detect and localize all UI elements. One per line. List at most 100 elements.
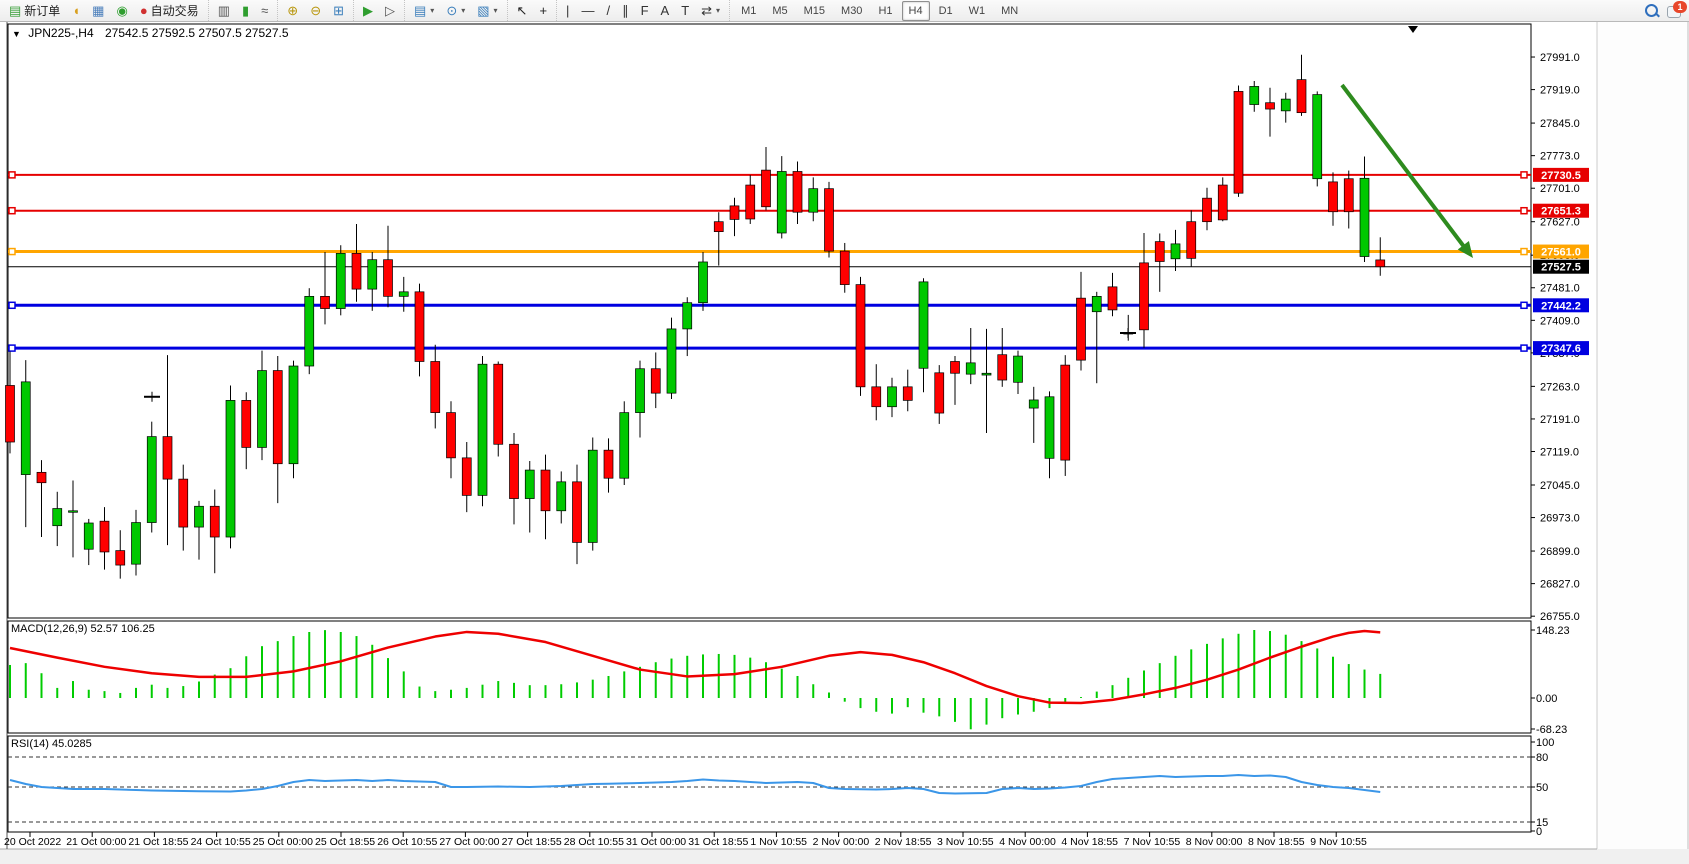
megaphone-icon[interactable]: ◖ — [67, 1, 85, 21]
chevron-down-icon[interactable]: ▾ — [493, 6, 498, 15]
support-line-1-price-box — [1533, 298, 1589, 313]
tf-h4-button-label: H4 — [908, 4, 923, 17]
candle-body — [792, 171, 803, 213]
trend-arrow-head[interactable] — [1457, 241, 1473, 258]
crosshair-icon[interactable]: + — [534, 1, 552, 21]
autotrading-button-label: 自动交易 — [150, 4, 199, 18]
candle-body — [493, 363, 504, 445]
megaphone-icon: ◖ — [72, 3, 81, 18]
candlestick-icon[interactable]: ▮ — [237, 1, 254, 21]
candle-body — [241, 400, 252, 448]
price-tick-label: 27045.0 — [1540, 480, 1580, 492]
candle-body — [272, 370, 283, 465]
candle-body — [997, 354, 1008, 381]
new-chart-icon[interactable]: ▤ ▾ — [409, 1, 439, 21]
chevron-down-icon[interactable]: ▾ — [716, 6, 721, 15]
rsi-indicator-label: RSI(14) 45.0285 — [11, 738, 92, 750]
chevron-down-icon[interactable]: ▾ — [430, 6, 435, 15]
support-line-1-handle[interactable] — [8, 301, 16, 310]
tile-windows-icon: ⊞ — [333, 3, 344, 18]
text-icon[interactable]: A — [656, 1, 675, 21]
candle-body — [603, 449, 614, 479]
tf-m1-button[interactable]: M1 — [734, 1, 763, 21]
trendline-icon: / — [606, 3, 611, 18]
auto-scroll-icon[interactable]: ▶ — [358, 1, 378, 21]
tf-w1-button[interactable]: W1 — [962, 1, 993, 21]
main-plot-frame — [7, 23, 1532, 619]
line-chart-icon[interactable]: ≈ — [256, 1, 273, 21]
channel-icon[interactable]: ∥ — [617, 1, 634, 21]
chevron-down-icon[interactable]: ▾ — [461, 6, 466, 15]
resistance-line-2-price-label: 27651.3 — [1541, 206, 1581, 218]
bar-chart-icon[interactable]: ▥ — [213, 1, 235, 21]
candle-body — [1060, 364, 1071, 461]
macd-tick-label: 148.23 — [1536, 625, 1570, 637]
macd-tick-label: 0.00 — [1536, 693, 1557, 705]
profiles-icon: ⊙ — [446, 3, 458, 18]
search-icon[interactable] — [1645, 3, 1660, 18]
candle-body — [1359, 177, 1370, 257]
tf-m5-button[interactable]: M5 — [765, 1, 794, 21]
tf-h4-button[interactable]: H4 — [901, 0, 930, 21]
chart-shift-marker[interactable] — [1408, 26, 1418, 33]
time-axis-label: 25 Oct 18:55 — [315, 836, 375, 848]
zoom-in-icon[interactable]: ⊕ — [282, 1, 303, 21]
candle-body — [1139, 262, 1149, 331]
tf-mn-button-label: MN — [1001, 4, 1019, 17]
support-line-2-handle[interactable] — [1520, 344, 1528, 352]
workspace-background — [1597, 22, 1689, 864]
indicators-icon: ▧ — [477, 3, 490, 18]
resistance-line-1-handle[interactable] — [1520, 171, 1528, 179]
resistance-line-2-handle[interactable] — [8, 206, 16, 215]
toolbar-group: ▤ ▾ ⊙ ▾ ▧ ▾ — [404, 0, 507, 21]
time-axis-label: 2 Nov 18:55 — [875, 836, 932, 848]
candle-body — [1186, 221, 1197, 259]
label-icon[interactable]: T — [676, 1, 694, 21]
tf-mn-button[interactable]: MN — [994, 1, 1025, 21]
notifications-icon[interactable]: 1 — [1667, 0, 1687, 18]
candle-body — [83, 522, 94, 550]
candle-body — [320, 295, 330, 309]
pivot-line-handle[interactable] — [8, 247, 16, 256]
price-tick-label: 27919.0 — [1540, 85, 1580, 97]
charts-window-icon[interactable]: ▦ — [87, 1, 109, 21]
trendline-icon[interactable]: / — [601, 1, 615, 21]
tf-d1-button[interactable]: D1 — [932, 1, 960, 21]
candle-body — [1312, 94, 1323, 180]
chart-collapse-icon[interactable]: ▼ — [12, 29, 21, 39]
pivot-line-handle[interactable] — [1520, 247, 1528, 256]
tf-m30-button[interactable]: M30 — [834, 1, 869, 21]
autotrading-button[interactable]: ● 自动交易 — [135, 1, 204, 21]
toolbar-group: ▤ 新订单 ◖ ▦ ◉ ● 自动交易 — [0, 0, 208, 21]
toolbar-group: ↖ + — [506, 0, 557, 21]
chart-window-background — [0, 21, 1689, 864]
arrows-icon[interactable]: ⇄ ▾ — [696, 1, 725, 21]
support-line-1-handle[interactable] — [1520, 301, 1528, 310]
hline-icon[interactable]: — — [576, 1, 599, 21]
profiles-icon[interactable]: ⊙ ▾ — [441, 1, 470, 21]
new-order-button[interactable]: ▤ 新订单 — [4, 1, 65, 21]
time-axis-label: 4 Nov 18:55 — [1061, 836, 1118, 848]
support-line-2-handle[interactable] — [8, 344, 16, 352]
fibonacci-icon[interactable]: F — [636, 1, 654, 21]
tile-windows-icon[interactable]: ⊞ — [328, 1, 349, 21]
resistance-line-2-handle[interactable] — [1520, 206, 1528, 215]
time-axis-label: 3 Nov 10:55 — [937, 836, 994, 848]
new-order-button-label: 新订单 — [24, 4, 61, 18]
candle-body — [257, 370, 267, 448]
hline-icon: — — [581, 3, 595, 18]
tf-h1-button[interactable]: H1 — [871, 1, 899, 21]
market-depth-icon[interactable]: ◉ — [111, 1, 132, 21]
cursor-icon[interactable]: ↖ — [512, 1, 533, 21]
vline-icon[interactable]: | — [561, 1, 574, 21]
chart-shift-icon[interactable]: ▷ — [380, 1, 400, 21]
indicators-icon[interactable]: ▧ ▾ — [472, 1, 502, 21]
zoom-out-icon[interactable]: ⊖ — [305, 1, 326, 21]
zoom-in-icon: ⊕ — [287, 3, 299, 18]
time-axis-label: 24 Oct 10:55 — [191, 836, 251, 848]
trend-arrow-line[interactable] — [1340, 83, 1467, 250]
resistance-line-1-handle[interactable] — [8, 171, 16, 179]
candle-body — [1296, 79, 1307, 114]
tf-m15-button[interactable]: M15 — [797, 1, 832, 21]
